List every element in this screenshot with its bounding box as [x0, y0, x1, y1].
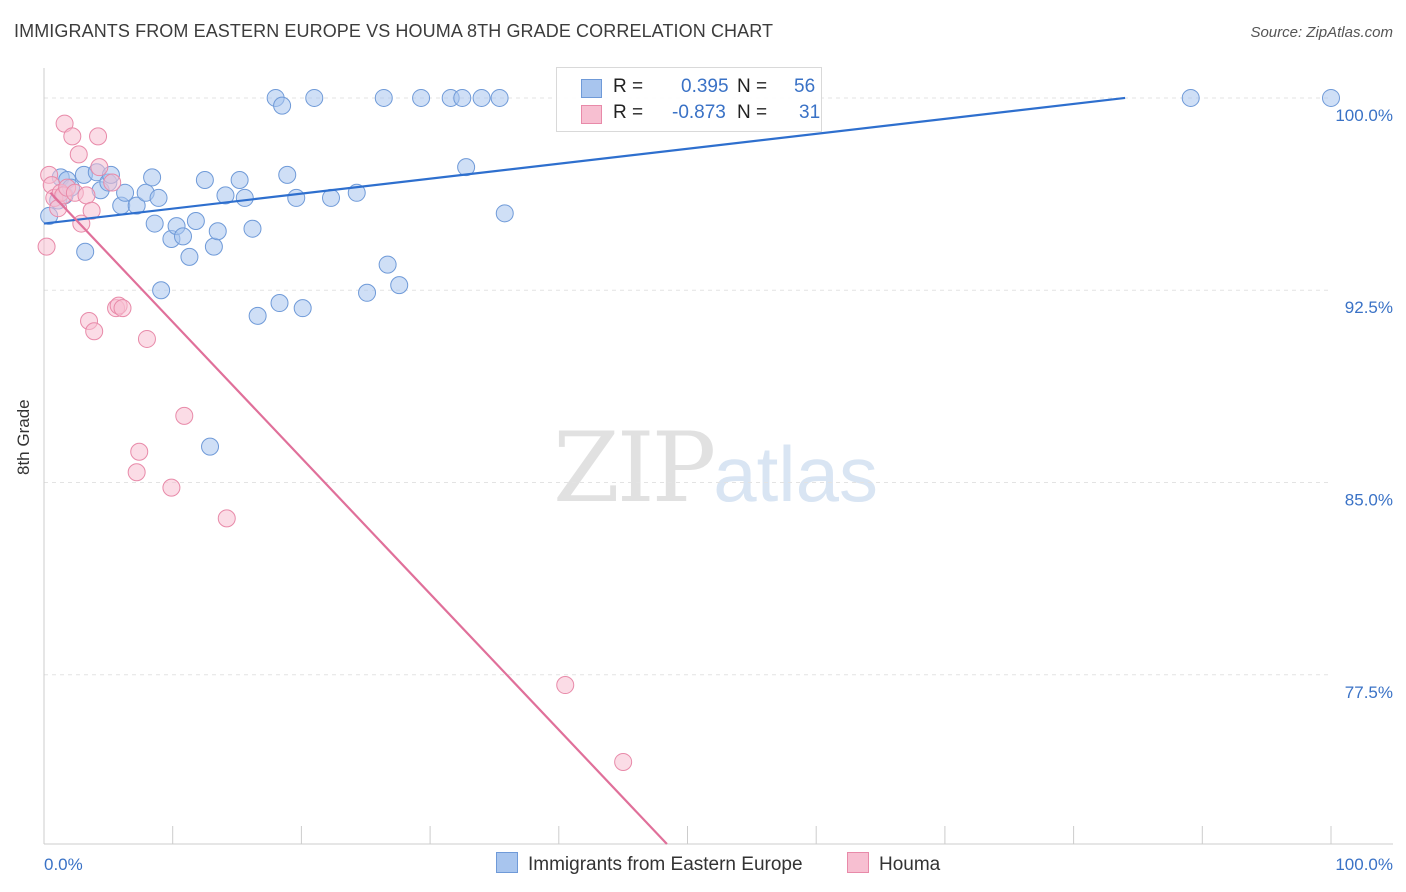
- houma-point: [113, 299, 132, 318]
- eastern-europe-point: [127, 196, 146, 215]
- eastern-europe-point: [374, 88, 393, 107]
- eastern-europe-point: [412, 88, 431, 107]
- legend-swatch-houma: [581, 105, 602, 124]
- eastern-europe-point: [149, 188, 168, 207]
- zipatlas-watermark: ZIPatlas: [553, 412, 878, 524]
- eastern-europe-point: [195, 170, 214, 189]
- houma-point: [90, 158, 109, 177]
- eastern-europe-point: [76, 242, 95, 261]
- legend-r-value: -0.873: [672, 102, 726, 123]
- houma-point: [127, 463, 146, 482]
- y-axis-title: 8th Grade: [14, 399, 33, 475]
- legend-n-label: N =: [737, 102, 768, 123]
- houma-point: [89, 127, 108, 146]
- eastern-europe-point: [143, 168, 162, 187]
- houma-point: [103, 173, 122, 192]
- houma-point: [82, 201, 101, 220]
- bottom-legend-houma: Houma: [847, 852, 940, 876]
- houma-point: [37, 237, 56, 256]
- eastern-europe-point: [201, 437, 220, 456]
- eastern-europe-point: [152, 281, 171, 300]
- eastern-europe-point: [216, 186, 235, 205]
- eastern-europe-point: [495, 204, 514, 223]
- houma-point: [162, 478, 181, 497]
- houma-point: [614, 752, 633, 771]
- legend-r-value: 0.395: [681, 76, 729, 97]
- eastern-europe-point: [358, 283, 377, 302]
- eastern-europe-point: [457, 158, 476, 177]
- eastern-europe-point: [278, 165, 297, 184]
- houma-point: [137, 329, 156, 348]
- houma-point: [556, 676, 575, 695]
- correlation-legend: R = 0.395 N = 56 R = -0.873 N = 31: [556, 67, 822, 132]
- eastern-europe-point: [490, 88, 509, 107]
- bottom-legend-swatch-houma: [847, 852, 869, 873]
- legend-r-label: R =: [613, 102, 644, 123]
- legend-r-label: R =: [613, 76, 644, 97]
- y-tick-label: 100.0%: [1335, 106, 1393, 125]
- y-tick-label: 92.5%: [1345, 298, 1393, 317]
- eastern-europe-point: [1322, 88, 1340, 107]
- eastern-europe-point: [173, 227, 192, 246]
- eastern-europe-point: [180, 247, 199, 266]
- houma-point: [217, 509, 236, 528]
- houma-point: [85, 322, 104, 341]
- houma-point: [69, 145, 88, 164]
- eastern-europe-point: [116, 183, 135, 202]
- houma-point: [175, 406, 194, 425]
- bottom-legend-eastern-europe: Immigrants from Eastern Europe: [496, 852, 803, 876]
- eastern-europe-point: [1181, 88, 1200, 107]
- houma-trendline: [49, 192, 668, 845]
- legend-n-label: N =: [737, 76, 768, 97]
- legend-n-value: 31: [799, 102, 821, 123]
- eastern-europe-point: [273, 96, 292, 115]
- eastern-europe-point: [230, 170, 249, 189]
- eastern-europe-point: [287, 188, 306, 207]
- legend-n-value: 56: [794, 76, 816, 97]
- eastern-europe-point: [453, 88, 472, 107]
- eastern-europe-point: [270, 294, 289, 313]
- watermark-atlas: atlas: [713, 430, 878, 518]
- eastern-europe-point: [186, 212, 205, 231]
- y-tick-label: 85.0%: [1345, 491, 1393, 510]
- eastern-europe-point: [378, 255, 397, 274]
- eastern-europe-point: [145, 214, 164, 233]
- houma-point: [130, 442, 149, 461]
- eastern-europe-point: [305, 88, 324, 107]
- chart-title: IMMIGRANTS FROM EASTERN EUROPE VS HOUMA …: [14, 21, 774, 41]
- eastern-europe-trendline: [43, 96, 1126, 225]
- eastern-europe-point: [390, 276, 409, 295]
- eastern-europe-point: [243, 219, 262, 238]
- x-tick-label: 100.0%: [1335, 855, 1393, 874]
- bottom-legend-label: Immigrants from Eastern Europe: [528, 854, 803, 875]
- bottom-legend-swatch-eastern-europe: [496, 852, 518, 873]
- eastern-europe-point: [235, 188, 254, 207]
- eastern-europe-point: [248, 306, 267, 325]
- eastern-europe-point: [472, 88, 491, 107]
- legend-swatch-eastern-europe: [581, 79, 602, 98]
- eastern-europe-point: [204, 237, 223, 256]
- bottom-legend-label: Houma: [879, 854, 941, 875]
- eastern-europe-point: [293, 299, 312, 318]
- source-credit: Source: ZipAtlas.com: [1250, 24, 1393, 41]
- watermark-zip: ZIP: [553, 412, 716, 524]
- houma-point: [77, 186, 96, 205]
- y-tick-label: 77.5%: [1345, 683, 1393, 702]
- x-tick-label: 0.0%: [44, 855, 83, 874]
- houma-point: [63, 127, 82, 146]
- eastern-europe-point: [208, 222, 227, 241]
